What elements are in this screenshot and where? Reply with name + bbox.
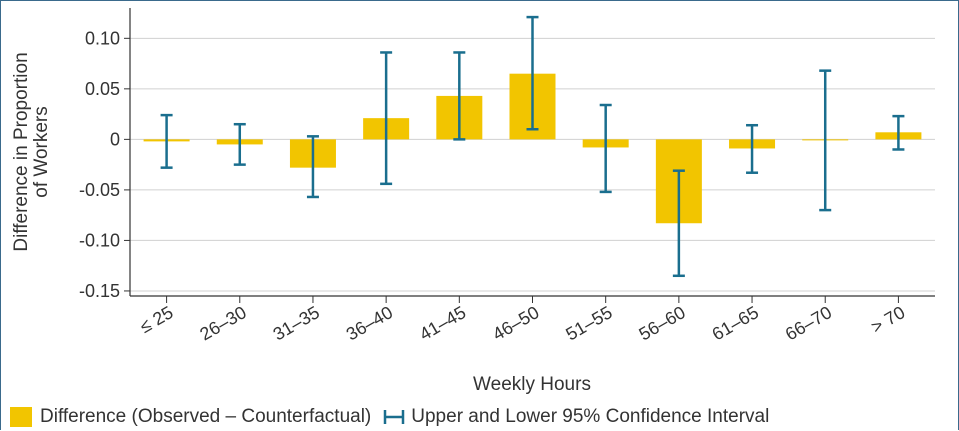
y-tick-label: -0.15 — [79, 281, 120, 301]
axes — [129, 8, 935, 303]
y-axis-label-line2: of Workers — [31, 106, 52, 198]
confidence-intervals — [160, 15, 905, 278]
y-tick-label: 0.05 — [85, 79, 120, 99]
x-tick-label: 41–45 — [416, 302, 469, 344]
legend: Difference (Observed – Counterfactual) U… — [10, 404, 769, 430]
x-tick-label: 61–65 — [709, 302, 762, 344]
legend-bar-swatch — [10, 407, 32, 427]
legend-ci-icon — [384, 410, 405, 424]
x-tick-labels: ≤ 25 26–30 31–35 36–40 41–45 46–50 51–55 56–60 6… — [136, 302, 908, 344]
y-tick-labels: 0.10 0.05 0 -0.05 -0.10 -0.15 — [79, 28, 120, 301]
x-tick-label: 46–50 — [489, 302, 542, 344]
x-tick-label: ≤ 25 — [136, 302, 176, 337]
x-tick-label: 51–55 — [562, 302, 615, 344]
y-tick-label: -0.05 — [79, 180, 120, 200]
y-tick-label: 0 — [110, 129, 120, 149]
y-tick-label: 0.10 — [85, 28, 120, 48]
bar-chart: 0.10 0.05 0 -0.05 -0.10 -0.15 ≤ 25 26–30 31–35 3… — [11, 8, 935, 395]
x-tick-label: > 70 — [868, 302, 909, 337]
x-tick-label: 56–60 — [636, 302, 689, 344]
x-tick-label: 26–30 — [196, 302, 249, 344]
y-tick-label: -0.10 — [79, 230, 120, 250]
y-axis-label-line1: Difference in Proportion — [11, 52, 32, 251]
x-tick-label: 36–40 — [343, 302, 396, 344]
legend-ci-label: Upper and Lower 95% Confidence Interval — [411, 406, 770, 427]
legend-bar-label: Difference (Observed – Counterfactual) — [40, 406, 372, 427]
x-tick-label: 31–35 — [270, 302, 323, 344]
x-tick-label: 66–70 — [782, 302, 835, 344]
x-axis-label: Weekly Hours — [473, 374, 591, 395]
